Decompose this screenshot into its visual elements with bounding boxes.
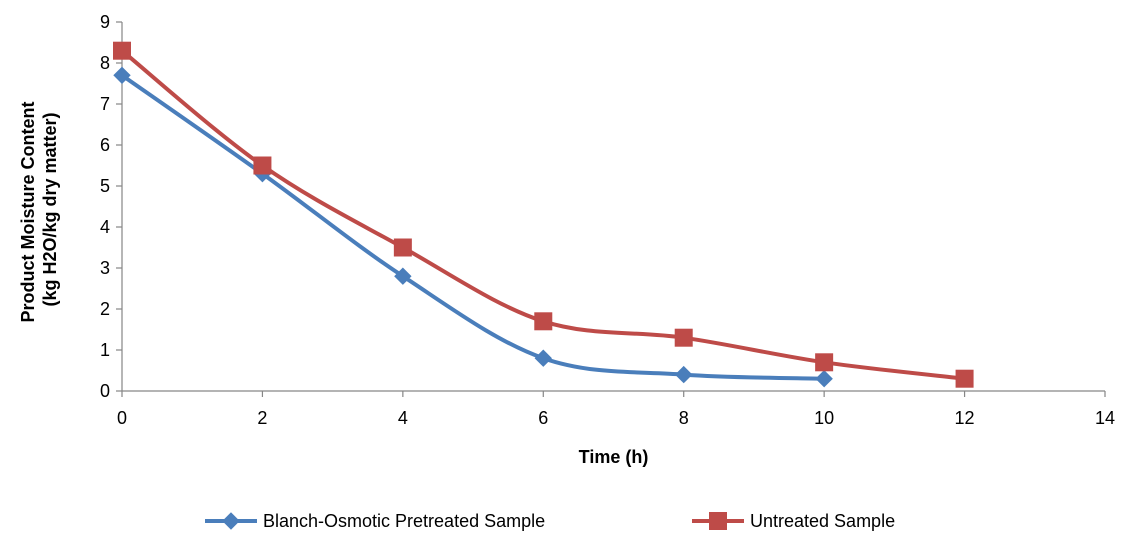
series-2-point: [674, 328, 693, 347]
series-1-point: [815, 369, 833, 388]
legend-item-1: Blanch-Osmotic Pretreated Sample: [205, 511, 545, 531]
y-tick-label: 2: [100, 299, 110, 319]
series-2-point: [534, 312, 553, 331]
x-tick-label: 10: [814, 408, 834, 428]
y-tick-label: 7: [100, 94, 110, 114]
series-2: [113, 41, 974, 388]
x-tick-label: 12: [955, 408, 975, 428]
series-2-point: [955, 369, 974, 388]
legend-label: Blanch-Osmotic Pretreated Sample: [263, 511, 545, 531]
y-tick-label: 5: [100, 176, 110, 196]
series-1: [113, 66, 833, 388]
y-axis-ticks: 0 1 2 3 4 5 6 7 8 9: [100, 12, 122, 401]
y-tick-label: 0: [100, 381, 110, 401]
legend-label: Untreated Sample: [750, 511, 895, 531]
x-tick-label: 0: [117, 408, 127, 428]
x-tick-label: 8: [679, 408, 689, 428]
series-2-point: [113, 41, 131, 60]
x-axis-ticks: 0 2 4 6 8 10 12 14: [117, 391, 1115, 428]
series-layer: [113, 41, 974, 388]
series-2-point: [815, 353, 834, 372]
legend-item-2: Untreated Sample: [692, 511, 895, 531]
series-1-line: [120, 73, 827, 381]
series-1-point: [534, 349, 552, 367]
y-tick-label: 8: [100, 53, 110, 73]
y-tick-label: 1: [100, 340, 110, 360]
x-tick-label: 4: [398, 408, 408, 428]
x-tick-label: 14: [1095, 408, 1115, 428]
y-axis-title-line-2: (kg H2O/kg dry matter): [40, 112, 60, 306]
series-1-point: [113, 66, 131, 85]
series-1-point: [394, 267, 412, 285]
series-1-point: [675, 365, 693, 384]
y-tick-label: 4: [100, 217, 110, 237]
legend: Blanch-Osmotic Pretreated Sample Untreate…: [205, 511, 895, 531]
x-axis-title: Time (h): [579, 447, 649, 467]
y-axis-title: Product Moisture Content (kg H2O/kg dry …: [18, 96, 60, 322]
y-tick-label: 3: [100, 258, 110, 278]
x-tick-label: 2: [257, 408, 267, 428]
y-tick-label: 6: [100, 135, 110, 155]
series-2-point: [393, 238, 412, 257]
legend-swatch-marker: [709, 512, 727, 530]
legend-swatch-marker: [222, 512, 240, 530]
x-tick-label: 6: [538, 408, 548, 428]
y-axis-title-line-1: Product Moisture Content: [18, 102, 38, 323]
series-2-point: [253, 156, 272, 175]
y-tick-label: 9: [100, 12, 110, 32]
